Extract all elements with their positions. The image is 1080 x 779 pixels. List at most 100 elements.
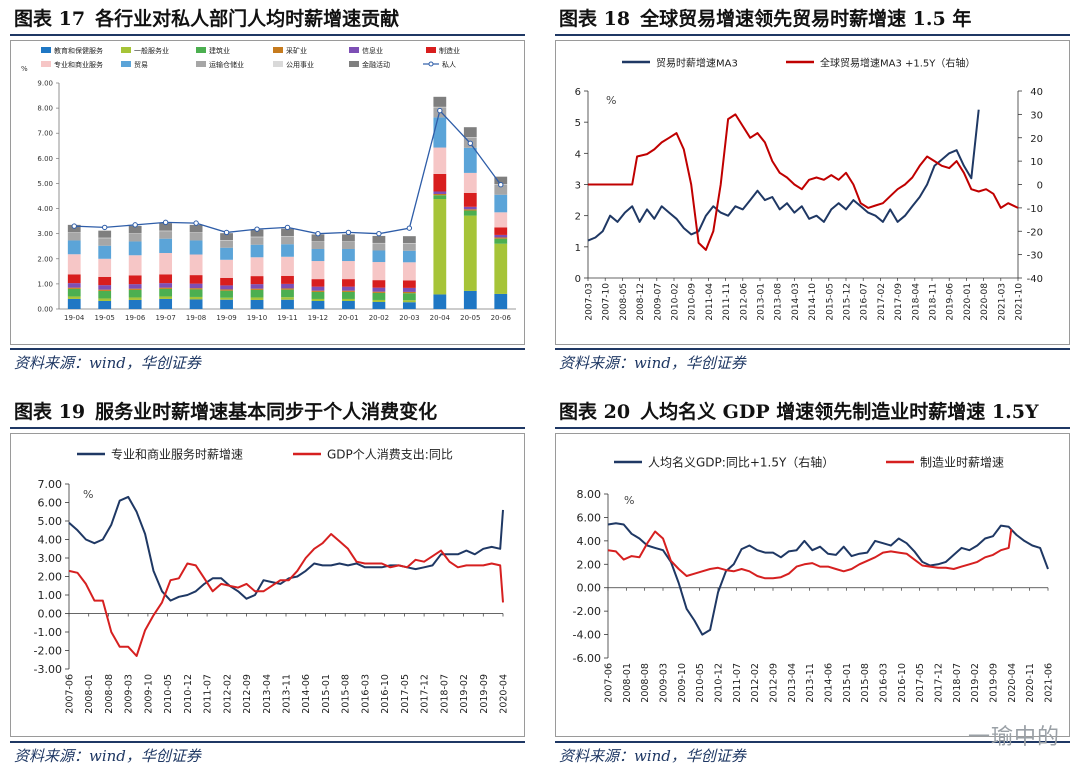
bar-segment bbox=[494, 237, 508, 239]
y-tick-label: -2.00 bbox=[573, 605, 601, 618]
bar-segment bbox=[494, 212, 508, 228]
bar-segment bbox=[402, 293, 416, 301]
bar-segment bbox=[311, 290, 325, 292]
legend-swatch bbox=[41, 47, 51, 53]
bar-segment bbox=[159, 238, 173, 254]
bar-segment bbox=[372, 235, 386, 243]
y-tick-label: 4.00 bbox=[38, 534, 63, 547]
bar-segment bbox=[281, 288, 294, 290]
bar-segment bbox=[220, 259, 233, 278]
bar-segment bbox=[128, 284, 142, 289]
source-note: 资料来源：wind，华创证券 bbox=[10, 348, 525, 376]
x-tick-label: 2008-08 bbox=[640, 663, 651, 703]
bar-segment bbox=[372, 301, 386, 309]
x-tick-label: 2010-09 bbox=[688, 283, 698, 321]
y-tick-label: 1 bbox=[575, 243, 581, 254]
bar-segment bbox=[128, 297, 142, 300]
bar-segment bbox=[67, 254, 81, 275]
source-note: 资料来源：wind，华创证券 bbox=[10, 741, 525, 769]
bar-segment bbox=[189, 283, 203, 289]
chart-title-text: 全球贸易增速领先贸易时薪增速 1.5 年 bbox=[640, 8, 972, 30]
chart-number: 图表 18 bbox=[559, 8, 631, 30]
y-right-tick-label: 0 bbox=[1037, 181, 1043, 192]
bar-segment bbox=[159, 223, 173, 231]
bar-segment bbox=[250, 299, 264, 309]
y-right-tick-label: 10 bbox=[1030, 157, 1043, 168]
legend-label: 全球贸易增速MA3 +1.5Y（右轴） bbox=[820, 57, 975, 70]
bar-segment bbox=[433, 96, 447, 107]
bar-segment bbox=[342, 241, 355, 242]
x-tick-label: 2021-03 bbox=[997, 283, 1007, 321]
bar-segment bbox=[189, 288, 203, 290]
x-tick-label: 2017-05 bbox=[400, 674, 411, 714]
x-tick-label: 2009-10 bbox=[677, 663, 688, 703]
bar-segment bbox=[463, 290, 477, 309]
bar-segment bbox=[128, 289, 142, 298]
bar-segment bbox=[281, 228, 294, 237]
x-tick-label: 2019-02 bbox=[459, 674, 470, 714]
bar-segment bbox=[159, 288, 173, 297]
y-tick-label: -1.00 bbox=[34, 626, 62, 639]
bar-segment bbox=[67, 283, 81, 288]
bar-segment bbox=[281, 275, 294, 284]
bar-segment bbox=[402, 236, 416, 244]
bar-segment bbox=[220, 285, 233, 290]
chart-title: 图表 20 人均名义 GDP 增速领先制造业时薪增速 1.5Y bbox=[555, 397, 1070, 429]
x-tick-label: 2009-10 bbox=[143, 674, 154, 714]
bar-segment bbox=[220, 299, 233, 309]
bar-segment bbox=[250, 288, 264, 290]
bar-segment bbox=[281, 244, 294, 257]
chart-title-text: 服务业时薪增速基本同步于个人消费变化 bbox=[95, 401, 438, 423]
bar-segment bbox=[372, 280, 386, 288]
bar-segment bbox=[98, 276, 112, 286]
legend-swatch bbox=[121, 61, 131, 67]
y-tick-label: 1.00 bbox=[38, 589, 63, 602]
y-tick-label: 6.00 bbox=[38, 497, 63, 510]
bar-segment bbox=[250, 236, 264, 238]
legend-label: 教育和保健服务 bbox=[54, 46, 103, 55]
bar-segment bbox=[189, 296, 203, 300]
y-tick-label: 5.00 bbox=[37, 180, 53, 188]
line-chart: 贸易时薪增速MA3 全球贸易增速MA3 +1.5Y（右轴）% 0 1 2 3 4 5 6 -40 -… bbox=[575, 57, 1043, 321]
bar-segment bbox=[250, 229, 264, 237]
bar-segment bbox=[159, 231, 173, 239]
legend-label: 贸易时薪增速MA3 bbox=[656, 57, 738, 70]
bar-segment bbox=[311, 234, 325, 242]
bar-segment bbox=[342, 290, 355, 292]
legend-label: 制造业 bbox=[439, 46, 460, 55]
series-line bbox=[607, 528, 1013, 580]
y-tick-label: 2.00 bbox=[37, 255, 53, 263]
bar-segment bbox=[311, 286, 325, 291]
x-tick-label: 19-07 bbox=[155, 314, 175, 322]
bar-segment bbox=[463, 192, 477, 207]
legend-swatch bbox=[41, 61, 51, 67]
legend-label: 建筑业 bbox=[209, 46, 230, 55]
bar-segment bbox=[128, 241, 142, 256]
bar-segment bbox=[494, 176, 508, 185]
bar-segment bbox=[189, 289, 203, 297]
x-tick-label: 19-10 bbox=[247, 314, 267, 322]
bar-segment bbox=[402, 262, 416, 281]
x-tick-label: 2007-06 bbox=[604, 663, 615, 703]
bar-segment bbox=[342, 300, 355, 309]
bar-segment bbox=[402, 250, 416, 263]
bar-segment bbox=[342, 286, 355, 291]
y-tick-label: 2 bbox=[575, 212, 581, 223]
bar-segment bbox=[402, 243, 416, 251]
bar-segment bbox=[98, 238, 112, 246]
legend-label: 公用事业 bbox=[286, 60, 314, 69]
chart-title-text: 各行业对私人部门人均时薪增速贡献 bbox=[95, 8, 400, 30]
legend-swatch bbox=[121, 47, 131, 53]
bar-segment bbox=[311, 248, 325, 262]
x-tick-label: 2009-03 bbox=[124, 674, 135, 714]
chart-number: 图表 17 bbox=[14, 8, 86, 30]
y-tick-label: 2.00 bbox=[577, 558, 602, 571]
bar-segment bbox=[128, 299, 142, 309]
x-tick-label: 2017-05 bbox=[915, 663, 926, 703]
legend-swatch bbox=[273, 47, 283, 53]
bar-segment bbox=[159, 253, 173, 275]
bar-segment bbox=[494, 227, 508, 235]
y-tick-label: 6.00 bbox=[37, 155, 53, 163]
line-point bbox=[132, 222, 138, 228]
bar-segment bbox=[67, 288, 81, 297]
